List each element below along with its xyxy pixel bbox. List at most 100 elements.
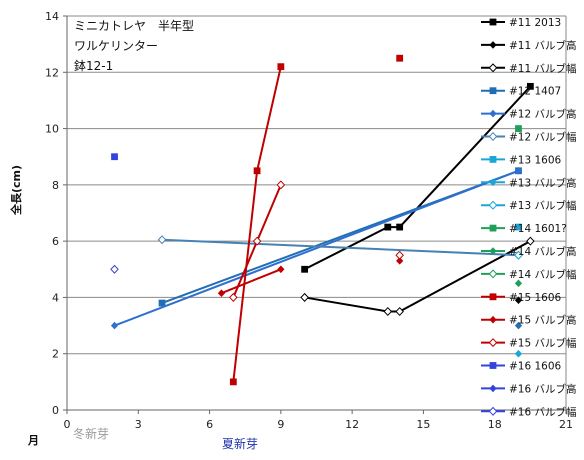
extra-point-1 xyxy=(396,54,404,62)
series-1-point-4 xyxy=(526,82,534,90)
series-3-line xyxy=(304,240,531,313)
legend-entry-1: #11 2013 xyxy=(481,17,561,29)
legend-label-16: #16 1606 xyxy=(509,361,562,373)
series-14-point-1 xyxy=(217,289,226,298)
y-tick-label-1: 2 xyxy=(52,348,59,361)
legend-label-3: #11 バルブ幅 xyxy=(509,62,577,75)
legend-entry-5: #12 バルブ高 xyxy=(481,108,577,121)
x-tick-label-3: 9 xyxy=(277,418,284,431)
legend-swatch-marker-8 xyxy=(489,178,497,187)
series-11 xyxy=(514,279,523,288)
legend-swatch-marker-16 xyxy=(489,362,497,369)
legend-entry-12: #14 バルブ幅 xyxy=(481,268,577,281)
series-5-line xyxy=(114,169,519,327)
legend-label-1: #11 2013 xyxy=(509,17,561,29)
series-3-point-3 xyxy=(395,306,404,317)
legend-swatch-marker-2 xyxy=(489,41,497,49)
x-tick-label-0: 0 xyxy=(64,418,71,431)
legend-label-13: #15 1606 xyxy=(509,292,562,304)
y-tick-label-3: 6 xyxy=(52,235,59,248)
legend-swatch-marker-9 xyxy=(488,200,498,210)
series-5-point-2 xyxy=(514,166,523,175)
legend-swatch-marker-3 xyxy=(488,63,498,73)
series-3 xyxy=(300,236,535,317)
series-layer xyxy=(110,54,535,386)
legend-swatch-marker-7 xyxy=(489,156,497,163)
legend-label-6: #12 バルブ幅 xyxy=(509,131,577,144)
extra-point-6 xyxy=(514,250,523,260)
x-annotation-winter: 冬新芽 xyxy=(73,426,109,441)
series-6-line xyxy=(162,238,519,257)
series-14-line xyxy=(221,268,282,295)
legend-label-5: #12 バルブ高 xyxy=(509,108,577,121)
series-8 xyxy=(514,349,523,358)
series-8-point-1 xyxy=(514,349,523,358)
series-15-point-2 xyxy=(252,236,262,246)
y-axis-label: 全長(cm) xyxy=(9,165,23,216)
legend-entry-4: #12 1407 xyxy=(481,86,561,98)
legend-entry-2: #11 バルブ高 xyxy=(481,39,577,52)
series-14-point-2 xyxy=(277,265,285,274)
extra-point-4 xyxy=(514,296,523,305)
legend-swatch-marker-13 xyxy=(489,293,497,301)
y-tick-label-5: 10 xyxy=(45,123,59,136)
legend: #11 2013 #11 バルブ高 #11 バルブ幅 #12 1407 #12 バルブ高… xyxy=(481,17,577,418)
series-13-point-3 xyxy=(277,63,285,71)
legend-label-4: #12 1407 xyxy=(509,86,561,98)
series-10-point-1 xyxy=(515,125,522,132)
series-18-point-1 xyxy=(110,264,119,274)
legend-entry-18: #16 バルブ幅 xyxy=(481,405,577,418)
y-tick-label-2: 4 xyxy=(52,291,59,304)
series-5-point-1 xyxy=(110,321,119,330)
y-tick-label-0: 0 xyxy=(52,404,59,417)
axes: 0 2 4 6 8 10 12 14 0 3 6 9 12 15 18 21 xyxy=(45,10,573,431)
series-6-point-1 xyxy=(157,235,167,245)
legend-swatch-marker-10 xyxy=(489,224,497,232)
legend-label-8: #13 バルブ高 xyxy=(509,176,577,189)
series-11-point-1 xyxy=(514,279,523,288)
series-1-point-3 xyxy=(396,223,404,231)
legend-entry-6: #12 バルブ幅 xyxy=(481,131,577,144)
x-tick-label-5: 15 xyxy=(416,418,430,431)
series-3-point-2 xyxy=(383,306,393,317)
legend-label-14: #15 バルブ高 xyxy=(509,314,577,327)
legend-label-17: #16 バルブ高 xyxy=(509,382,577,395)
y-tick-label-7: 14 xyxy=(45,10,59,23)
legend-swatch-marker-18 xyxy=(488,406,498,416)
x-axis-label: 月 xyxy=(27,434,39,447)
series-1-point-2 xyxy=(384,223,392,231)
legend-entry-14: #15 バルブ高 xyxy=(481,314,577,327)
series-16 xyxy=(111,153,118,161)
series-1-point-1 xyxy=(301,265,309,273)
legend-swatch-marker-15 xyxy=(488,338,498,348)
legend-entry-10: #14 1601? xyxy=(481,223,567,235)
series-3-point-1 xyxy=(300,292,309,302)
series-15-point-1 xyxy=(229,292,238,302)
legend-swatch-marker-17 xyxy=(489,384,497,393)
legend-entry-11: #14 バルブ高 xyxy=(481,245,577,258)
series-3-point-4 xyxy=(526,236,535,246)
legend-entry-17: #16 バルブ高 xyxy=(481,382,577,395)
legend-label-2: #11 バルブ高 xyxy=(509,39,577,52)
legend-entry-9: #13 バルブ幅 xyxy=(481,199,577,212)
legend-label-7: #13 1606 xyxy=(509,154,562,166)
x-tick-label-7: 21 xyxy=(559,418,573,431)
legend-entry-15: #15 バルブ幅 xyxy=(481,337,577,350)
legend-swatch-marker-11 xyxy=(489,247,497,255)
legend-entry-7: #13 1606 xyxy=(481,154,562,166)
legend-swatch-marker-14 xyxy=(489,315,497,324)
chart-title-line-2: ワルケリンター xyxy=(74,39,158,53)
legend-swatch-marker-6 xyxy=(488,131,498,142)
legend-entry-8: #13 バルブ高 xyxy=(481,176,577,189)
extra-point-3 xyxy=(395,250,404,260)
legend-label-12: #14 バルブ幅 xyxy=(509,268,577,281)
series-13-point-1 xyxy=(229,378,237,386)
legend-label-18: #16 バルブ幅 xyxy=(509,405,577,418)
series-15-point-3 xyxy=(276,180,286,190)
legend-label-9: #13 バルブ幅 xyxy=(509,199,577,212)
x-tick-label-1: 3 xyxy=(135,418,142,431)
legend-entry-13: #15 1606 xyxy=(481,292,562,304)
series-13-point-2 xyxy=(253,167,261,175)
